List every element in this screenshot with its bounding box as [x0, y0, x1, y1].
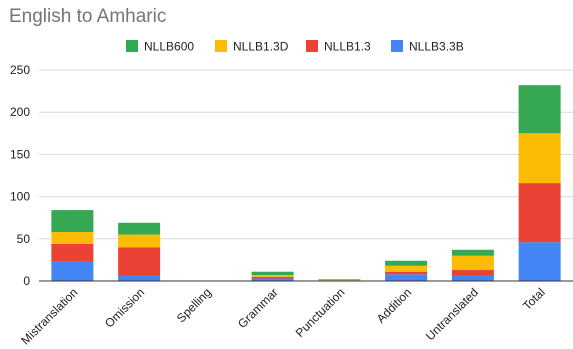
bar-segment — [518, 183, 561, 243]
bar-segment — [451, 270, 494, 276]
bar-segment — [318, 279, 361, 281]
x-axis: Mistranslation Omission Spelling Grammar Pun… — [18, 280, 573, 347]
bar-segment — [385, 274, 428, 281]
x-tick-label: Mistranslation — [18, 285, 80, 347]
y-tick-label: 100 — [10, 190, 30, 204]
y-axis: 0 50 100 150 200 250 — [10, 63, 30, 288]
bar-segment — [251, 271, 294, 276]
y-tick-label: 200 — [10, 105, 30, 119]
legend-swatch — [391, 40, 403, 52]
bar-segment — [518, 133, 561, 184]
bar-segment — [51, 232, 94, 244]
legend-label: NLLB600 — [144, 40, 194, 54]
y-tick-label: 250 — [10, 63, 30, 77]
legend-label: NLLB1.3D — [233, 40, 289, 54]
x-tick-label: Grammar — [235, 285, 281, 331]
legend-swatch — [126, 40, 138, 52]
bar-segment — [251, 276, 294, 279]
x-tick-label: Punctuation — [293, 285, 348, 340]
legend-swatch — [215, 40, 227, 52]
x-tick-label: Omission — [102, 285, 147, 330]
bar-segment — [451, 255, 494, 271]
bar-segment — [385, 265, 428, 272]
legend-swatch — [306, 40, 318, 52]
bar-segment — [518, 242, 561, 281]
bar-segment — [51, 261, 94, 281]
legend-label: NLLB3.3B — [409, 40, 464, 54]
legend: NLLB600 NLLB1.3D NLLB1.3 NLLB3.3B — [126, 40, 464, 54]
x-tick-label: Total — [520, 285, 548, 313]
bar-segment — [251, 275, 294, 277]
bars — [51, 85, 561, 281]
bar-segment — [118, 234, 161, 248]
chart-title: English to Amharic — [9, 6, 167, 27]
y-tick-label: 150 — [10, 147, 30, 161]
bar-segment — [385, 271, 428, 275]
x-tick-label: Spelling — [174, 285, 214, 325]
bar-segment — [518, 85, 561, 134]
bar-segment — [118, 222, 161, 235]
bar-segment — [118, 275, 161, 281]
bar-segment — [251, 278, 294, 281]
bar-segment — [51, 210, 94, 233]
y-tick-label: 0 — [23, 274, 30, 288]
x-tick-label: Untranslated — [423, 285, 481, 343]
x-tick-label: Addition — [374, 285, 415, 326]
bar-segment — [118, 247, 161, 276]
bar-segment — [51, 243, 94, 262]
legend-label: NLLB1.3 — [324, 40, 371, 54]
bar-segment — [385, 260, 428, 266]
bar-segment — [451, 275, 494, 281]
bar-segment — [451, 249, 494, 256]
y-tick-label: 50 — [17, 232, 31, 246]
